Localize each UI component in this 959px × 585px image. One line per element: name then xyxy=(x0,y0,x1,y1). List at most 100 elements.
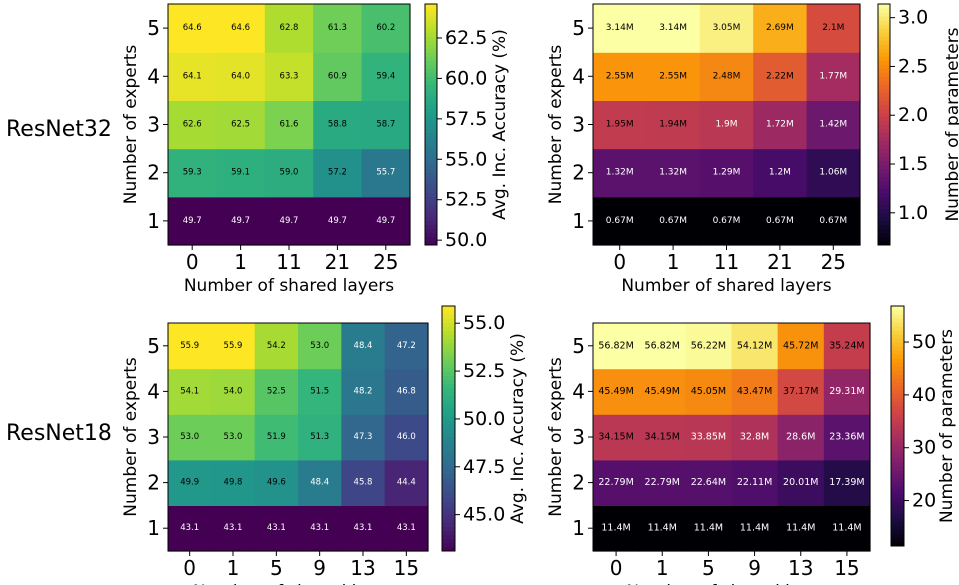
heatmap-cell xyxy=(777,323,825,370)
cell-value-label: 58.8 xyxy=(328,120,347,130)
colorbar-segment xyxy=(442,383,455,389)
heatmap-cell xyxy=(216,196,266,246)
colorbar-segment xyxy=(425,152,437,158)
cell-value-label: 43.47M xyxy=(737,386,772,397)
colorbar-segment xyxy=(878,172,890,178)
heatmap-cell xyxy=(646,148,701,198)
heatmap-cell xyxy=(254,414,299,461)
colorbar-segment xyxy=(878,140,890,146)
heatmap-cell xyxy=(313,196,363,246)
cell-value-label: 55.7 xyxy=(376,168,395,178)
colorbar-segment xyxy=(425,72,437,77)
colorbar-segment xyxy=(442,546,455,552)
colorbar-tick-label: 52.5 xyxy=(463,360,505,382)
cell-value-label: 47.2 xyxy=(397,341,416,351)
colorbar-segment xyxy=(425,108,437,113)
heatmap-cell xyxy=(823,414,871,461)
cell-value-label: 51.5 xyxy=(310,386,329,396)
heatmap-cell xyxy=(264,196,314,246)
colorbar-segment xyxy=(425,140,437,146)
cell-value-label: 57.2 xyxy=(328,168,347,178)
heatmap-cell xyxy=(699,100,754,150)
heatmap-cell xyxy=(341,505,386,552)
cell-value-label: 43.1 xyxy=(267,523,286,533)
colorbar-segment xyxy=(878,240,890,246)
y-tick-label: 4 xyxy=(572,64,585,88)
colorbar-segment xyxy=(891,542,904,547)
heatmap-cell xyxy=(254,323,299,370)
colorbar-segment xyxy=(425,236,437,242)
heatmap-cell xyxy=(646,196,701,246)
cell-value-label: 34.15M xyxy=(598,432,633,443)
cell-value-label: 1.77M xyxy=(819,71,847,81)
colorbar-segment xyxy=(425,8,437,13)
colorbar-segment xyxy=(878,48,890,53)
colorbar-segment xyxy=(878,180,890,186)
colorbar-segment xyxy=(891,346,904,351)
colorbar-segment xyxy=(442,526,455,532)
cell-value-label: 55.9 xyxy=(224,341,243,351)
colorbar-segment xyxy=(891,306,904,311)
x-tick-label: 13 xyxy=(350,556,375,580)
y-tick-label: 2 xyxy=(572,161,585,185)
heatmap-cell xyxy=(823,505,871,552)
colorbar-segment xyxy=(425,168,437,174)
colorbar-frame xyxy=(890,305,905,547)
cell-value-label: 47.3 xyxy=(354,432,373,442)
heatmap-cell xyxy=(168,148,217,198)
y-tick-label: 5 xyxy=(147,16,160,40)
colorbar-segment xyxy=(878,108,890,113)
cell-value-label: 54.1 xyxy=(180,386,199,396)
colorbar-segment xyxy=(891,386,904,391)
cell-value-label: 56.22M xyxy=(691,340,726,351)
colorbar-segment xyxy=(425,144,437,150)
cell-value-label: 11.4M xyxy=(648,523,677,534)
colorbar-segment xyxy=(425,48,437,53)
colorbar-segment xyxy=(425,40,437,45)
heatmap-cell xyxy=(685,414,733,461)
colorbar-segment xyxy=(425,60,437,65)
cell-value-label: 49.7 xyxy=(183,216,202,226)
heatmap-cell xyxy=(699,4,754,53)
x-tick-label: 21 xyxy=(767,250,792,274)
colorbar-segment xyxy=(442,542,455,548)
heatmap-cell xyxy=(313,148,363,198)
colorbar-segment xyxy=(891,446,904,451)
cell-value-label: 49.7 xyxy=(328,216,347,226)
colorbar-segment xyxy=(891,382,904,387)
cell-value-label: 37.17M xyxy=(783,386,818,397)
colorbar-segment xyxy=(442,350,455,356)
y-axis-label: Number of experts xyxy=(546,45,566,205)
cell-value-label: 2.22M xyxy=(766,71,794,81)
cell-value-label: 51.9 xyxy=(267,432,286,442)
x-tick-label: 13 xyxy=(788,556,813,580)
heatmap-cell xyxy=(731,368,779,415)
colorbar-segment xyxy=(891,526,904,531)
y-tick-label: 4 xyxy=(572,379,585,403)
colorbar-segment xyxy=(442,497,455,503)
colorbar-segment xyxy=(425,124,437,130)
heatmap-cell xyxy=(211,459,256,506)
y-tick-label: 2 xyxy=(572,471,585,495)
colorbar-segment xyxy=(442,436,455,442)
heatmap-cell xyxy=(384,505,429,552)
cell-value-label: 52.5 xyxy=(267,386,286,396)
heatmap-cell xyxy=(298,368,342,415)
cell-value-label: 1.2M xyxy=(769,168,791,178)
colorbar-segment xyxy=(442,416,455,421)
colorbar-segment xyxy=(878,156,890,162)
colorbar-segment xyxy=(442,326,455,331)
heatmap-cell xyxy=(384,323,429,370)
colorbar-segment xyxy=(891,486,904,491)
colorbar-segment xyxy=(891,494,904,499)
colorbar-segment xyxy=(442,457,455,462)
cell-value-label: 43.1 xyxy=(310,523,329,533)
colorbar-segment xyxy=(891,334,904,339)
heatmap-cell xyxy=(646,100,701,150)
x-axis-label: Number of shared layers xyxy=(621,276,831,296)
heatmap-cell xyxy=(211,505,256,552)
colorbar-segment xyxy=(891,518,904,523)
cell-value-label: 35.24M xyxy=(829,340,864,351)
colorbar-segment xyxy=(878,104,890,109)
cell-value-label: 43.1 xyxy=(224,523,243,533)
